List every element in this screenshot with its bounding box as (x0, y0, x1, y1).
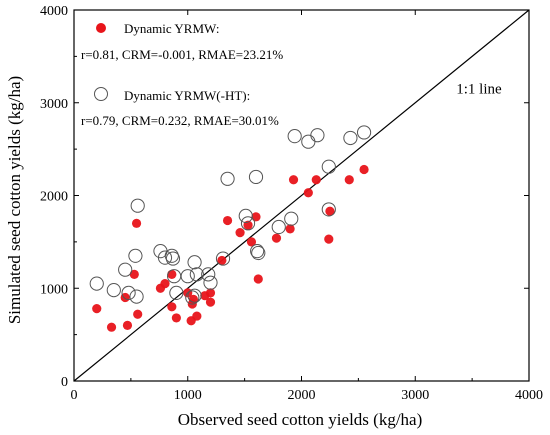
data-point (250, 244, 265, 259)
y-tick-label: 3000 (40, 97, 68, 112)
data-point (284, 211, 299, 226)
data-point (343, 130, 358, 146)
data-point (122, 320, 133, 330)
data-point (121, 285, 136, 300)
y-tick-label: 0 (61, 375, 68, 390)
data-point (235, 228, 245, 238)
data-point (133, 309, 143, 319)
data-point (344, 175, 354, 185)
data-point (169, 285, 184, 300)
data-point (253, 274, 263, 284)
data-point (238, 208, 253, 224)
data-point (325, 206, 335, 216)
data-point (303, 188, 313, 198)
data-point (359, 164, 369, 175)
axes-layer: 0 1000 2000 3000 4000 0 1000 2000 3000 4000 (40, 4, 543, 403)
data-point (356, 125, 372, 140)
data-point (167, 269, 177, 279)
legend-marker-dynamic-yrmw-ht (94, 87, 108, 101)
data-point (157, 250, 173, 265)
data-point (240, 216, 256, 231)
data-point (106, 283, 121, 298)
y-tick-label: 2000 (40, 190, 68, 205)
data-point (130, 198, 145, 213)
data-point (251, 245, 266, 261)
reference-line-layer (73, 9, 530, 382)
data-point (189, 267, 204, 282)
data-point (311, 175, 321, 185)
x-tick-label: 3000 (401, 388, 429, 403)
data-point (129, 269, 139, 279)
data-point (165, 251, 181, 266)
data-point (192, 311, 202, 321)
legend-stats-dynamic-yrmw: r=0.81, CRM=-0.001, RMAE=23.21% (81, 47, 283, 62)
points-layer (89, 125, 372, 332)
data-point (118, 262, 133, 277)
one-to-one-line-label: 1:1 line (456, 81, 502, 97)
data-point (180, 269, 195, 284)
data-point (271, 233, 282, 243)
data-point (220, 171, 235, 186)
data-point (321, 202, 336, 217)
data-point (129, 289, 144, 304)
data-point (160, 279, 170, 289)
x-axis-title: Observed seed cotton yields (kg/ha) (178, 410, 423, 429)
legend-marker-dynamic-yrmw (96, 23, 106, 33)
data-point (248, 169, 264, 185)
data-point (89, 276, 104, 291)
data-point (203, 275, 218, 290)
data-point (217, 255, 227, 266)
data-point (215, 251, 231, 266)
x-tick-label: 2000 (288, 388, 316, 403)
data-point (321, 159, 336, 174)
legend: Dynamic YRMW: r=0.81, CRM=-0.001, RMAE=2… (81, 21, 283, 128)
data-point (288, 175, 299, 185)
data-point (205, 297, 216, 307)
x-tick-label: 0 (71, 388, 78, 403)
data-point (92, 304, 102, 314)
series-dynamic-yrmw-ht (89, 125, 372, 305)
legend-label-dynamic-yrmw: Dynamic YRMW: (124, 21, 219, 36)
data-point (187, 255, 202, 270)
data-point (171, 313, 181, 323)
data-point (185, 290, 200, 305)
data-point (271, 219, 286, 235)
data-point (106, 322, 117, 332)
data-point (187, 288, 202, 303)
legend-stats-dynamic-yrmw-ht: r=0.79, CRM=0.232, RMAE=30.01% (81, 113, 279, 128)
data-point (128, 248, 143, 263)
data-point (201, 267, 216, 282)
one-to-one-line (73, 9, 530, 382)
data-point (222, 215, 233, 226)
y-tick-label: 4000 (40, 4, 68, 19)
data-point (131, 218, 142, 228)
y-axis-title: Simulated seed cotton yields (kg/ha) (5, 76, 24, 324)
series-dynamic-yrmw (92, 164, 369, 332)
x-tick-label: 1000 (174, 388, 202, 403)
data-point (287, 129, 302, 144)
data-point (205, 288, 216, 298)
data-point (310, 128, 325, 143)
legend-label-dynamic-yrmw-ht: Dynamic YRMW(-HT): (124, 88, 250, 103)
data-point (301, 134, 316, 149)
data-point (285, 224, 295, 234)
x-tick-label: 4000 (515, 388, 543, 403)
data-point (246, 237, 257, 247)
data-point (324, 234, 334, 244)
data-point (167, 302, 177, 312)
y-tick-label: 1000 (40, 282, 68, 297)
